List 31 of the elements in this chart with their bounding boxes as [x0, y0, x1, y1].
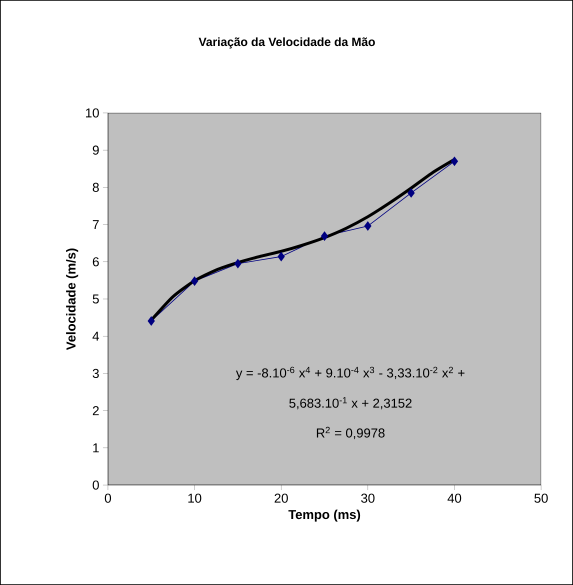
y-tick-label: 3: [92, 368, 99, 378]
y-axis-title: Velocidade (m/s): [66, 248, 78, 350]
annotation: 5,683.10$^{-1}$ x + 2,3152: [289, 397, 412, 410]
point: [364, 221, 372, 231]
y-tick-label: 8: [92, 182, 99, 192]
x-tick-label: 50: [534, 494, 548, 503]
x-tick-label: 0: [104, 494, 112, 503]
x-tick-label: 30: [361, 494, 375, 503]
point: [320, 232, 328, 241]
point: [408, 188, 415, 198]
annotation: R$^{2}$ = 0,9978: [316, 426, 385, 440]
y-tick-label: 2: [92, 406, 99, 416]
y-tick-label: 5: [92, 294, 99, 304]
y-tick-label: 9: [92, 146, 99, 155]
y-tick-label: 4: [92, 332, 100, 341]
y-tick-label: 1: [93, 443, 99, 452]
y-tick-label: 6: [92, 257, 99, 266]
y-tick-label: 10: [86, 108, 99, 118]
x-axis-title: Tempo (ms): [288, 510, 360, 522]
point: [278, 252, 285, 262]
y-tick-label: 7: [92, 220, 99, 230]
point: [234, 259, 242, 268]
point: [148, 316, 155, 326]
point: [191, 276, 198, 286]
point: [450, 156, 458, 166]
text: y = -8.10$^{-6}$ x$^{4}$ + 9.10$^{-4}$ x$^{3}$ - 3,33.10$^{-2}$ x$^{2}$ +: [236, 366, 464, 380]
x-tick-label: 20: [274, 494, 288, 503]
y-tick-label: 0: [92, 480, 99, 490]
x-tick-label: 40: [448, 494, 462, 503]
x-tick-label: 10: [188, 494, 202, 503]
chart-title: Variação da Velocidade da Mão: [198, 37, 375, 48]
